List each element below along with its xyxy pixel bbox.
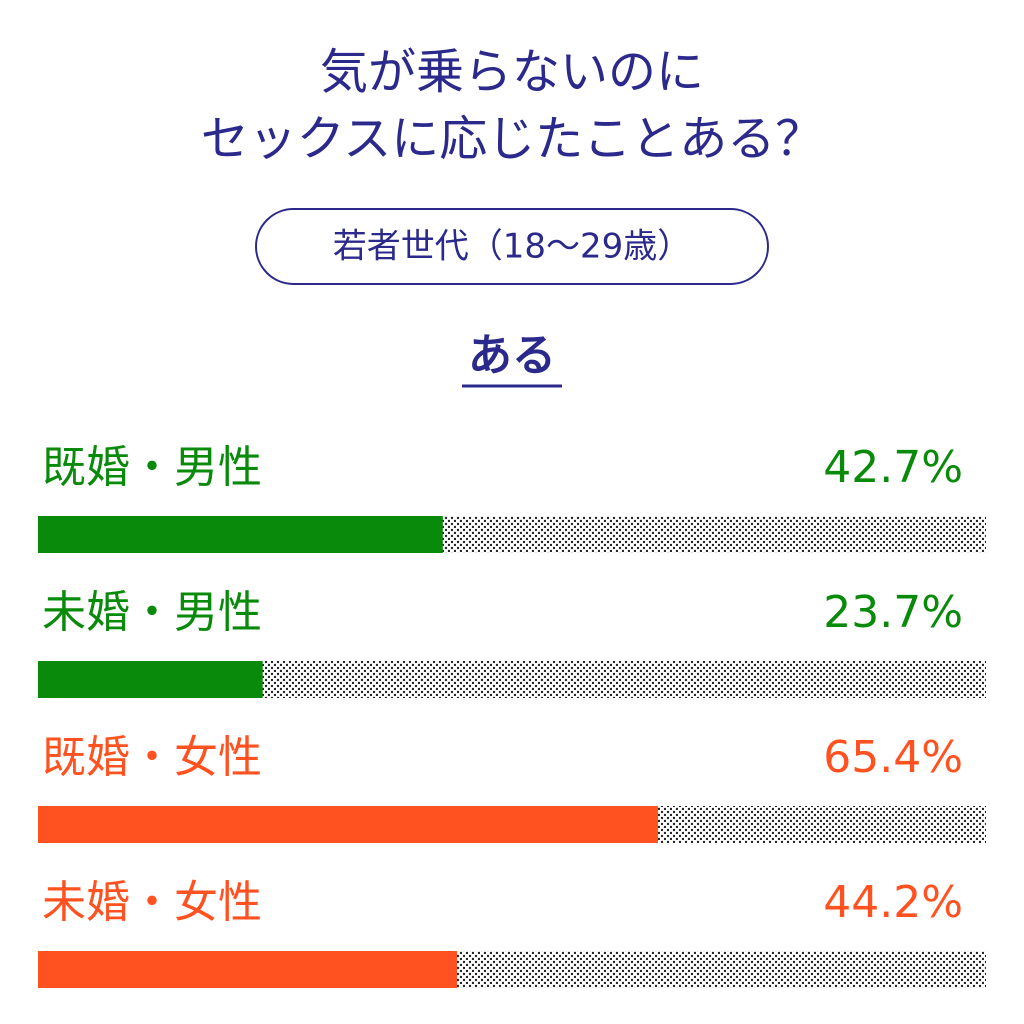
subtitle: 若者世代（18〜29歳） xyxy=(333,227,692,267)
category-label: 既婚・女性 xyxy=(42,732,262,783)
value-label: 42.7% xyxy=(823,442,963,493)
subtitle-pill xyxy=(255,208,769,285)
category-label: 未婚・女性 xyxy=(42,877,262,928)
chart-title: セックスに応じたことある？ xyxy=(201,111,824,167)
value-label: 23.7% xyxy=(823,587,963,638)
bar xyxy=(38,806,658,843)
chart-title: 気が乗らないのに xyxy=(320,44,704,100)
value-label: 65.4% xyxy=(823,732,963,783)
bar xyxy=(38,951,458,988)
category-label: 未婚・男性 xyxy=(42,587,262,638)
bar xyxy=(38,661,263,698)
category-label: 既婚・男性 xyxy=(42,442,262,493)
bar xyxy=(38,516,443,553)
value-label: 44.2% xyxy=(823,877,963,928)
heading: ある xyxy=(468,330,556,381)
